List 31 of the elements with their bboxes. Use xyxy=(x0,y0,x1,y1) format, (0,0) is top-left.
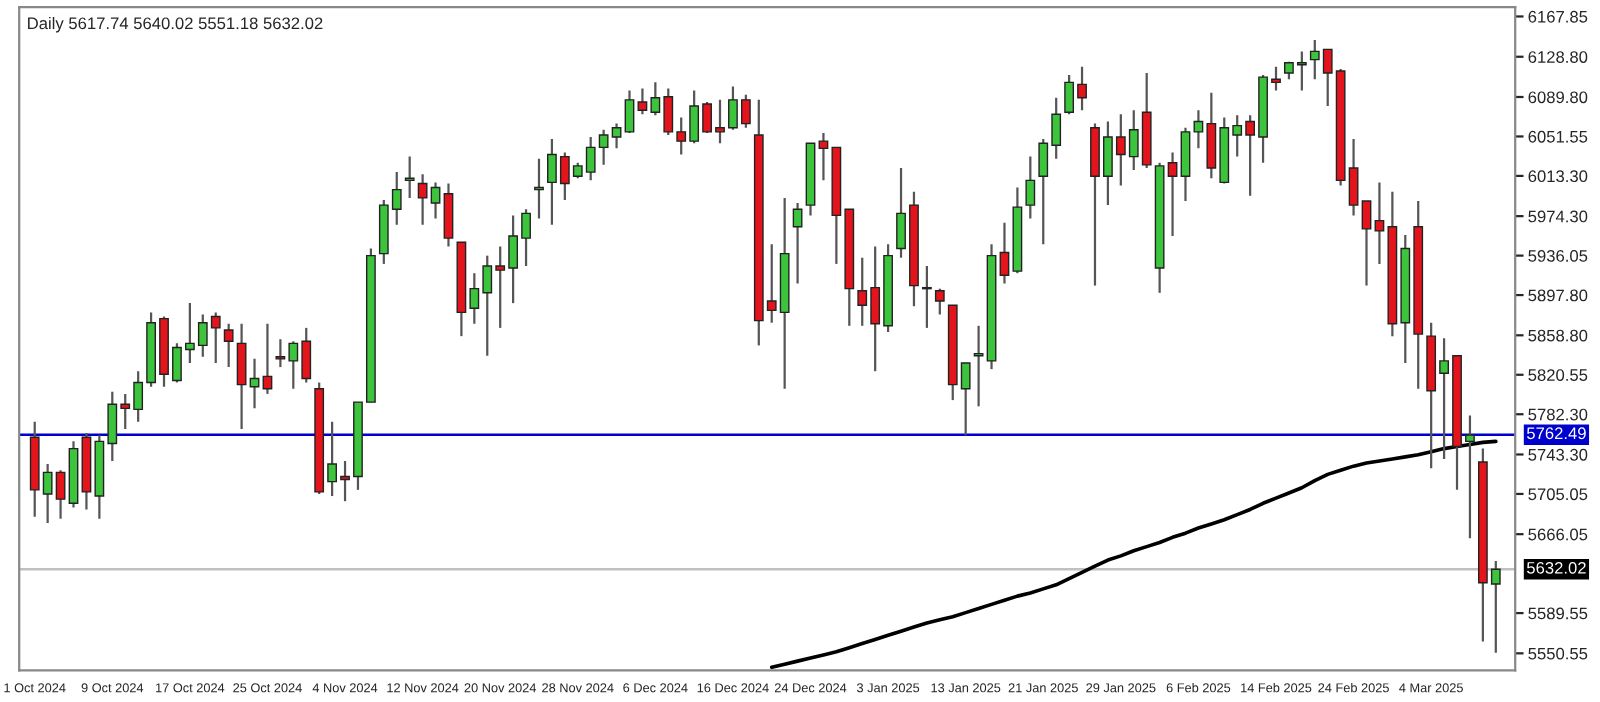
candlestick xyxy=(1361,199,1372,287)
y-tick-label: 6089.80 xyxy=(1528,91,1588,104)
candlestick xyxy=(1180,126,1191,203)
candlestick xyxy=(534,157,544,220)
candlestick xyxy=(1025,155,1036,220)
candlestick xyxy=(223,322,234,369)
line-series xyxy=(769,439,1498,670)
y-tick-label: 5897.80 xyxy=(1528,289,1588,302)
y-tick-label: 5589.55 xyxy=(1528,607,1588,620)
candlestick xyxy=(443,182,454,248)
candlestick xyxy=(921,264,932,329)
y-tick-label: 5974.30 xyxy=(1528,210,1588,223)
y-tick-label: 5936.05 xyxy=(1528,250,1588,262)
y-tick-label: 6167.85 xyxy=(1528,10,1588,23)
y-tick-label: 6051.55 xyxy=(1528,130,1588,143)
y-tick-label: 5858.80 xyxy=(1528,329,1588,342)
y-tick-label: 5743.30 xyxy=(1528,448,1588,461)
y-tick-label: 5550.55 xyxy=(1528,647,1588,660)
candlestick xyxy=(236,322,247,431)
ref-line-label: 5762.49 xyxy=(1526,427,1586,440)
y-tick-label: 6128.80 xyxy=(1528,51,1588,63)
candlestick xyxy=(624,89,635,134)
y-tick-label: 5705.05 xyxy=(1528,488,1588,501)
y-tick-label: 5782.30 xyxy=(1528,408,1588,421)
candlestick xyxy=(404,155,415,199)
candlestick xyxy=(934,287,945,316)
y-tick-label: 5820.55 xyxy=(1528,369,1588,381)
y-tick-label: 6013.30 xyxy=(1528,170,1588,183)
y-tick-label: 5666.05 xyxy=(1528,528,1588,541)
text: Daily 5617.74 5640.02 5551.18 5632.02 xyxy=(28,16,323,33)
ref-line-label: 5632.02 xyxy=(1526,561,1586,574)
